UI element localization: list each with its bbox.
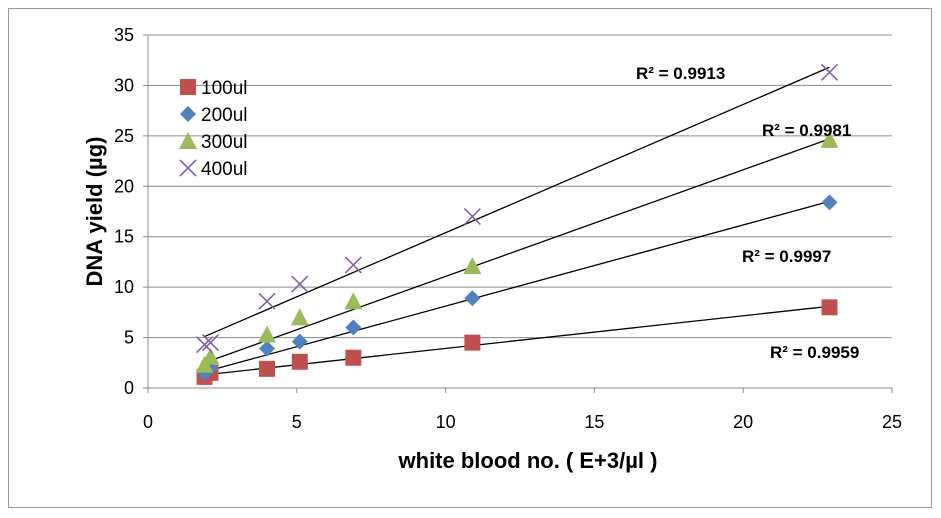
y-tick-label: 15: [114, 227, 134, 247]
x-tick-label: 25: [882, 412, 902, 432]
r-squared-labels: R² = 0.9959 R² = 0.9997 R² = 0.9981 R² = 0.…: [636, 64, 859, 362]
data-point-400ul-stroke: [820, 63, 839, 81]
y-tick-label: 25: [114, 126, 134, 146]
data-point-200ul: [259, 340, 276, 357]
legend-marker-100ul: [180, 79, 196, 95]
trendlines: [204, 66, 830, 376]
chart-frame: [8, 8, 932, 508]
data-point-400ul: [195, 336, 214, 354]
data-point-400ul-stroke: [201, 334, 220, 352]
data-point-100ul: [291, 353, 308, 370]
data-point-300ul: [344, 292, 363, 310]
data-point-300ul: [290, 308, 309, 326]
trendline-100ul: [204, 305, 830, 376]
data-point-200ul: [821, 194, 838, 211]
data-points: [195, 63, 839, 385]
data-point-400ul-stroke: [291, 275, 309, 293]
data-point-400ul-stroke: [344, 256, 362, 274]
legend-label-100ul: 100ul: [201, 78, 248, 99]
data-point-400ul: [258, 292, 276, 310]
y-tick-label: 30: [114, 75, 134, 95]
x-tick-label: 10: [436, 412, 456, 432]
data-point-200ul: [464, 290, 481, 307]
data-point-100ul: [464, 334, 481, 351]
tick-labels: 0 5 10 15 20 25 30 35 0 5 10 15 20 25: [114, 25, 902, 432]
r-squared-label-300ul: R² = 0.9981: [762, 121, 851, 140]
data-point-400ul: [463, 207, 481, 226]
data-point-400ul: [291, 275, 309, 293]
data-point-200ul: [291, 333, 308, 350]
data-point-200ul: [345, 319, 362, 336]
data-point-100ul: [345, 349, 362, 366]
x-tick-label: 0: [143, 412, 153, 432]
legend-marker-300ul: [179, 132, 197, 149]
legend-marker-200ul: [180, 106, 196, 122]
data-point-100ul: [821, 299, 838, 316]
legend-marker-400ul-stroke: [179, 159, 197, 177]
r-squared-label-200ul: R² = 0.9997: [742, 247, 831, 266]
legend-label-300ul: 300ul: [201, 132, 248, 153]
gridlines: [148, 34, 892, 339]
data-point-400ul-stroke: [463, 207, 481, 226]
y-tick-label: 20: [114, 176, 134, 196]
x-axis-title: white blood no. ( E+3/µl ): [398, 448, 658, 473]
data-point-400ul: [344, 256, 362, 274]
legend-marker-400ul: [179, 159, 197, 177]
y-tick-label: 5: [124, 328, 134, 348]
data-point-300ul: [463, 256, 482, 274]
legend: 100ul 200ul 300ul 400ul: [179, 78, 248, 180]
legend-label-200ul: 200ul: [201, 105, 248, 126]
trendline-300ul: [204, 138, 830, 364]
data-point-400ul: [820, 63, 839, 81]
x-tick-label: 20: [733, 412, 753, 432]
y-tick-label: 10: [114, 277, 134, 297]
legend-label-400ul: 400ul: [201, 159, 248, 180]
trendline-200ul: [204, 200, 830, 373]
r-squared-label-100ul: R² = 0.9959: [770, 343, 859, 362]
data-point-400ul: [201, 334, 220, 352]
data-point-300ul: [258, 325, 277, 343]
y-tick-label: 35: [114, 25, 134, 45]
x-tick-label: 15: [584, 412, 604, 432]
data-point-100ul: [259, 360, 276, 377]
data-point-300ul: [201, 347, 220, 365]
trendline-400ul: [204, 66, 830, 338]
r-squared-label-400ul: R² = 0.9913: [636, 64, 725, 83]
y-tick-label: 0: [124, 378, 134, 398]
data-point-300ul: [820, 130, 839, 148]
y-axis-title: DNA yield (µg): [82, 137, 107, 287]
axes: [143, 34, 893, 393]
data-point-400ul-stroke: [258, 292, 276, 310]
x-tick-label: 5: [292, 412, 302, 432]
data-point-400ul-stroke: [195, 336, 214, 354]
